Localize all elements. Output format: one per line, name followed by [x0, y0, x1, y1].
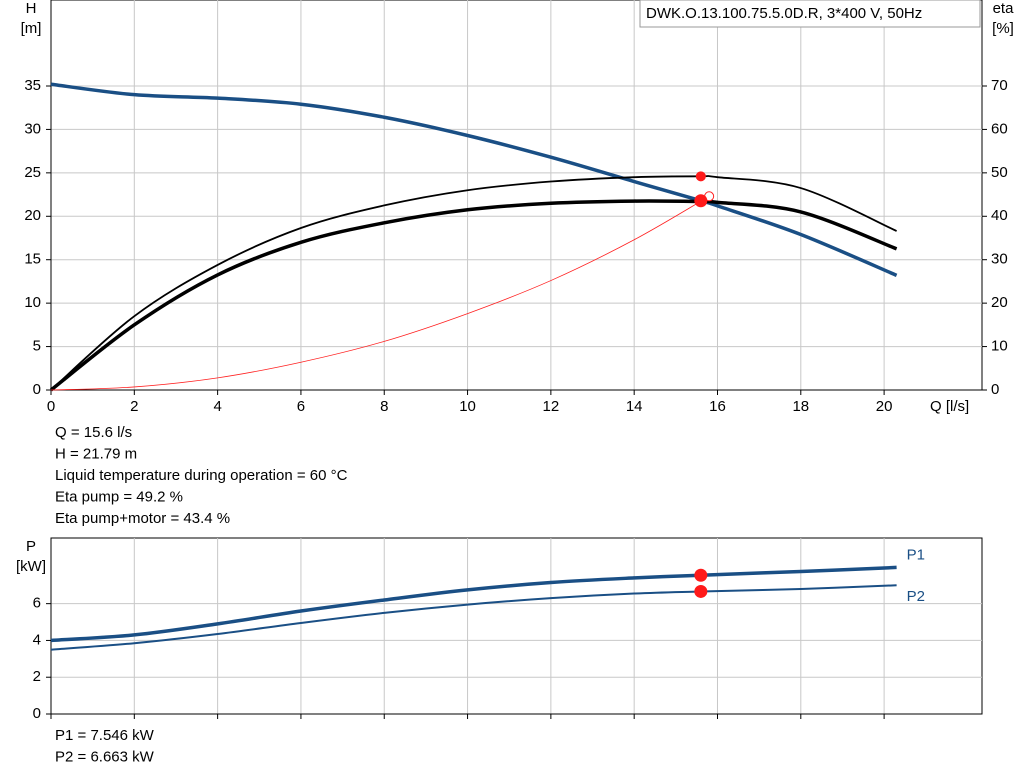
info-text: Eta pump+motor = 43.4 % [55, 510, 230, 527]
y2-axis-label: eta [993, 0, 1015, 17]
y-tick-label: 25 [24, 164, 41, 181]
x-tick-label: 20 [876, 398, 893, 415]
curve [50, 565, 897, 643]
operating-point [695, 171, 706, 182]
x-tick-label: 16 [709, 398, 726, 415]
y-tick-label: 2 [33, 668, 41, 685]
y-axis-label: P [26, 538, 36, 555]
x-tick-label: 14 [626, 398, 643, 415]
y2-tick-label: 10 [991, 338, 1008, 355]
y-tick-label: 10 [24, 294, 41, 311]
y2-tick-label: 30 [991, 251, 1008, 268]
y-tick-label: 0 [33, 705, 41, 722]
plot-area [50, 0, 983, 391]
series-label: P2 [907, 588, 925, 605]
y-tick-label: 6 [33, 595, 41, 612]
info-text: Liquid temperature during operation = 60… [55, 467, 348, 484]
legend-box [639, 0, 981, 28]
curve [49, 199, 898, 392]
curve [50, 584, 897, 651]
y-tick-label: 20 [24, 207, 41, 224]
y2-tick-label: 20 [991, 294, 1008, 311]
info-text: Q = 15.6 l/s [55, 424, 132, 441]
plot-area [50, 537, 983, 715]
y-tick-label: 0 [33, 381, 41, 398]
curve [50, 82, 898, 277]
y2-tick-label: 70 [991, 77, 1008, 94]
x-tick-label: 6 [297, 398, 305, 415]
series-label: P1 [907, 546, 925, 563]
x-tick-label: 0 [47, 398, 55, 415]
y2-axis-label: [%] [992, 20, 1014, 37]
y-axis-label: H [26, 0, 37, 17]
operating-point [694, 584, 708, 598]
y-tick-label: 4 [33, 631, 41, 648]
y-tick-label: 5 [33, 338, 41, 355]
operating-point [694, 194, 708, 208]
y-axis-label: [m] [21, 20, 42, 37]
x-tick-label: 10 [459, 398, 476, 415]
x-tick-label: 18 [792, 398, 809, 415]
x-tick-label: 12 [543, 398, 560, 415]
info-text: P1 = 7.546 kW [55, 727, 155, 744]
y-tick-label: 15 [24, 251, 41, 268]
y-tick-label: 35 [24, 77, 41, 94]
x-axis-label: Q [l/s] [930, 398, 969, 415]
y2-tick-label: 60 [991, 120, 1008, 137]
x-tick-label: 2 [130, 398, 138, 415]
y-tick-label: 30 [24, 120, 41, 137]
operating-point [694, 568, 708, 582]
legend-text: DWK.O.13.100.75.5.0D.R, 3*400 V, 50Hz [646, 5, 922, 22]
y2-tick-label: 50 [991, 164, 1008, 181]
x-tick-label: 8 [380, 398, 388, 415]
info-text: H = 21.79 m [55, 445, 137, 462]
y2-tick-label: 0 [991, 381, 999, 398]
y-axis-label: [kW] [16, 558, 46, 575]
info-text: P2 = 6.663 kW [55, 748, 155, 765]
x-tick-label: 4 [213, 398, 221, 415]
y2-tick-label: 40 [991, 207, 1008, 224]
curve [50, 195, 710, 391]
curve [50, 175, 897, 391]
info-text: Eta pump = 49.2 % [55, 488, 183, 505]
